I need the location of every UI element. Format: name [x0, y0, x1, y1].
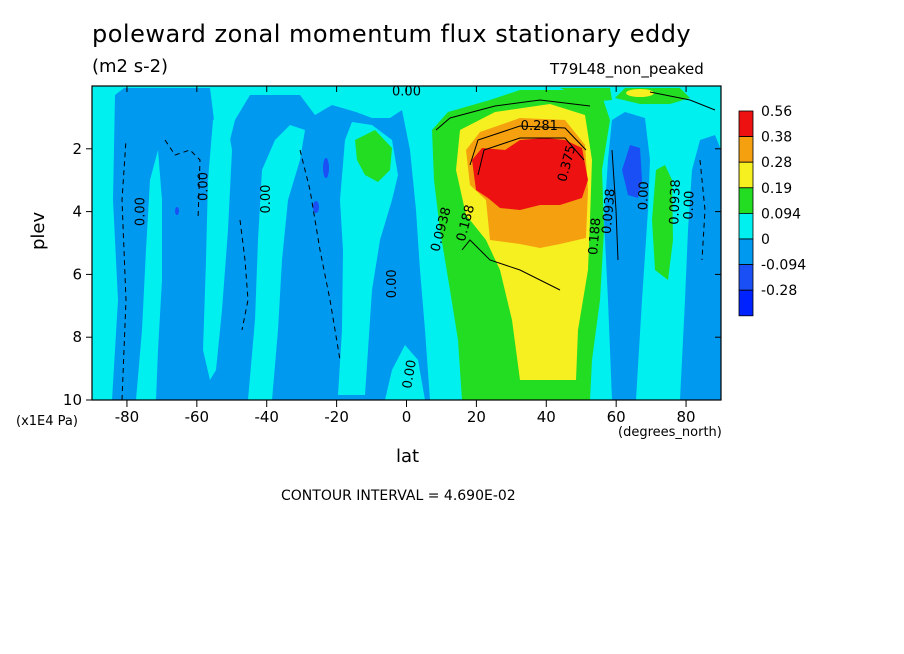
colorbar-swatch [738, 110, 754, 138]
contour-label: 0.0938 [667, 179, 684, 225]
units-label: (m2 s-2) [92, 56, 169, 77]
x-tick-label: -40 [254, 408, 279, 426]
region-cyan-tongue-4 [338, 122, 398, 395]
x-axis-ticks: -80 -60 -40 -20 0 20 40 60 80 [115, 86, 696, 426]
contour-label: 0.0938 [600, 188, 619, 235]
y-axis-ticks: 2 4 6 8 10 [63, 140, 721, 409]
contour-line-jet-inner-2 [469, 125, 587, 166]
region-negative-east-2 [680, 135, 721, 400]
contour-line-negative-4 [299, 149, 341, 361]
y-tick-label: 2 [72, 140, 82, 158]
contour-label: 0.188 [586, 217, 604, 255]
contour-line-negative-2 [164, 139, 201, 221]
y-tick-label: 10 [63, 391, 82, 409]
filled-contours [92, 86, 721, 400]
contour-label: 0.281 [521, 119, 558, 134]
x-tick-label: -20 [324, 408, 349, 426]
colorbar-level-label: 0.28 [761, 155, 792, 171]
x-tick-label: -80 [115, 408, 140, 426]
y-tick-label: 4 [72, 203, 82, 221]
region-cyan-tongue-1 [136, 150, 162, 400]
colorbar-swatch [738, 264, 754, 291]
contour-label: 0.00 [385, 269, 400, 298]
x-tick-label: 80 [677, 408, 696, 426]
colorbar-level-label: -0.28 [761, 283, 797, 299]
region-negative-spot-3 [175, 207, 179, 215]
region-green-island [355, 130, 392, 182]
x-axis-label: lat [396, 446, 420, 467]
contour-interval-label: CONTOUR INTERVAL = 4.690E-02 [281, 488, 516, 504]
region-yellow-top-right [626, 89, 654, 97]
colorbar-level-label: 0.19 [761, 181, 792, 197]
colorbar-level-label: 0.38 [761, 130, 792, 146]
x-tick-label: 60 [607, 408, 626, 426]
y-tick-label: 6 [72, 265, 82, 283]
colorbar-swatch [738, 212, 754, 240]
region-negative-spot-2 [313, 201, 319, 213]
contour-line-jet-inner-3 [477, 137, 585, 176]
colorbar-swatch [738, 136, 754, 163]
contour-label: 0.00 [133, 197, 148, 226]
colorbar-level-label: 0.56 [761, 104, 792, 120]
region-negative-spot-1 [323, 158, 329, 178]
x-axis-unit: (degrees_north) [618, 425, 722, 440]
region-red-core [472, 138, 588, 210]
x-tick-label: 0 [402, 408, 412, 426]
chart-title: poleward zonal momentum flux stationary … [92, 20, 692, 48]
colorbar-swatch [738, 187, 754, 214]
contour-label: 0.00 [196, 172, 211, 201]
colorbar-level-label: 0 [761, 232, 770, 248]
contour-label: 0.00 [392, 84, 421, 99]
run-id-label: T79L48_non_peaked [550, 60, 704, 78]
contour-line-negative-3 [239, 219, 249, 331]
x-tick-label: 40 [537, 408, 556, 426]
region-green-70n [652, 165, 673, 280]
colorbar-level-label: 0.094 [761, 206, 801, 222]
contour-lines [121, 91, 716, 400]
colorbar-swatch [738, 289, 754, 317]
colorbar-swatch [738, 238, 754, 266]
contour-label: 0.00 [682, 190, 698, 219]
contour-label: 0.00 [400, 359, 420, 390]
colorbar-swatch [738, 161, 754, 189]
region-green-upper-rim [560, 88, 612, 102]
colorbar: 0.56 0.38 0.28 0.19 0.094 0 -0.094 -0.28 [738, 104, 806, 317]
region-cyan-tongue-3 [248, 125, 305, 400]
contour-line-jet-outer [435, 99, 591, 131]
contour-line-east [611, 149, 619, 261]
region-cyan-tongue-2 [203, 110, 232, 380]
contour-label: 0.00 [259, 185, 274, 214]
y-axis-unit: (x1E4 Pa) [16, 414, 78, 429]
contour-label: 0.00 [636, 181, 652, 210]
x-tick-label: 20 [467, 408, 486, 426]
contour-line-top [649, 91, 716, 111]
contour-line-jet-inner-1 [461, 239, 561, 291]
contour-line-negative-5 [699, 159, 706, 261]
colorbar-level-label: -0.094 [761, 258, 806, 274]
region-cyan-bottom [385, 345, 425, 400]
x-tick-label: -60 [185, 408, 210, 426]
region-negative-east-dark [622, 145, 642, 198]
y-tick-label: 8 [72, 328, 82, 346]
